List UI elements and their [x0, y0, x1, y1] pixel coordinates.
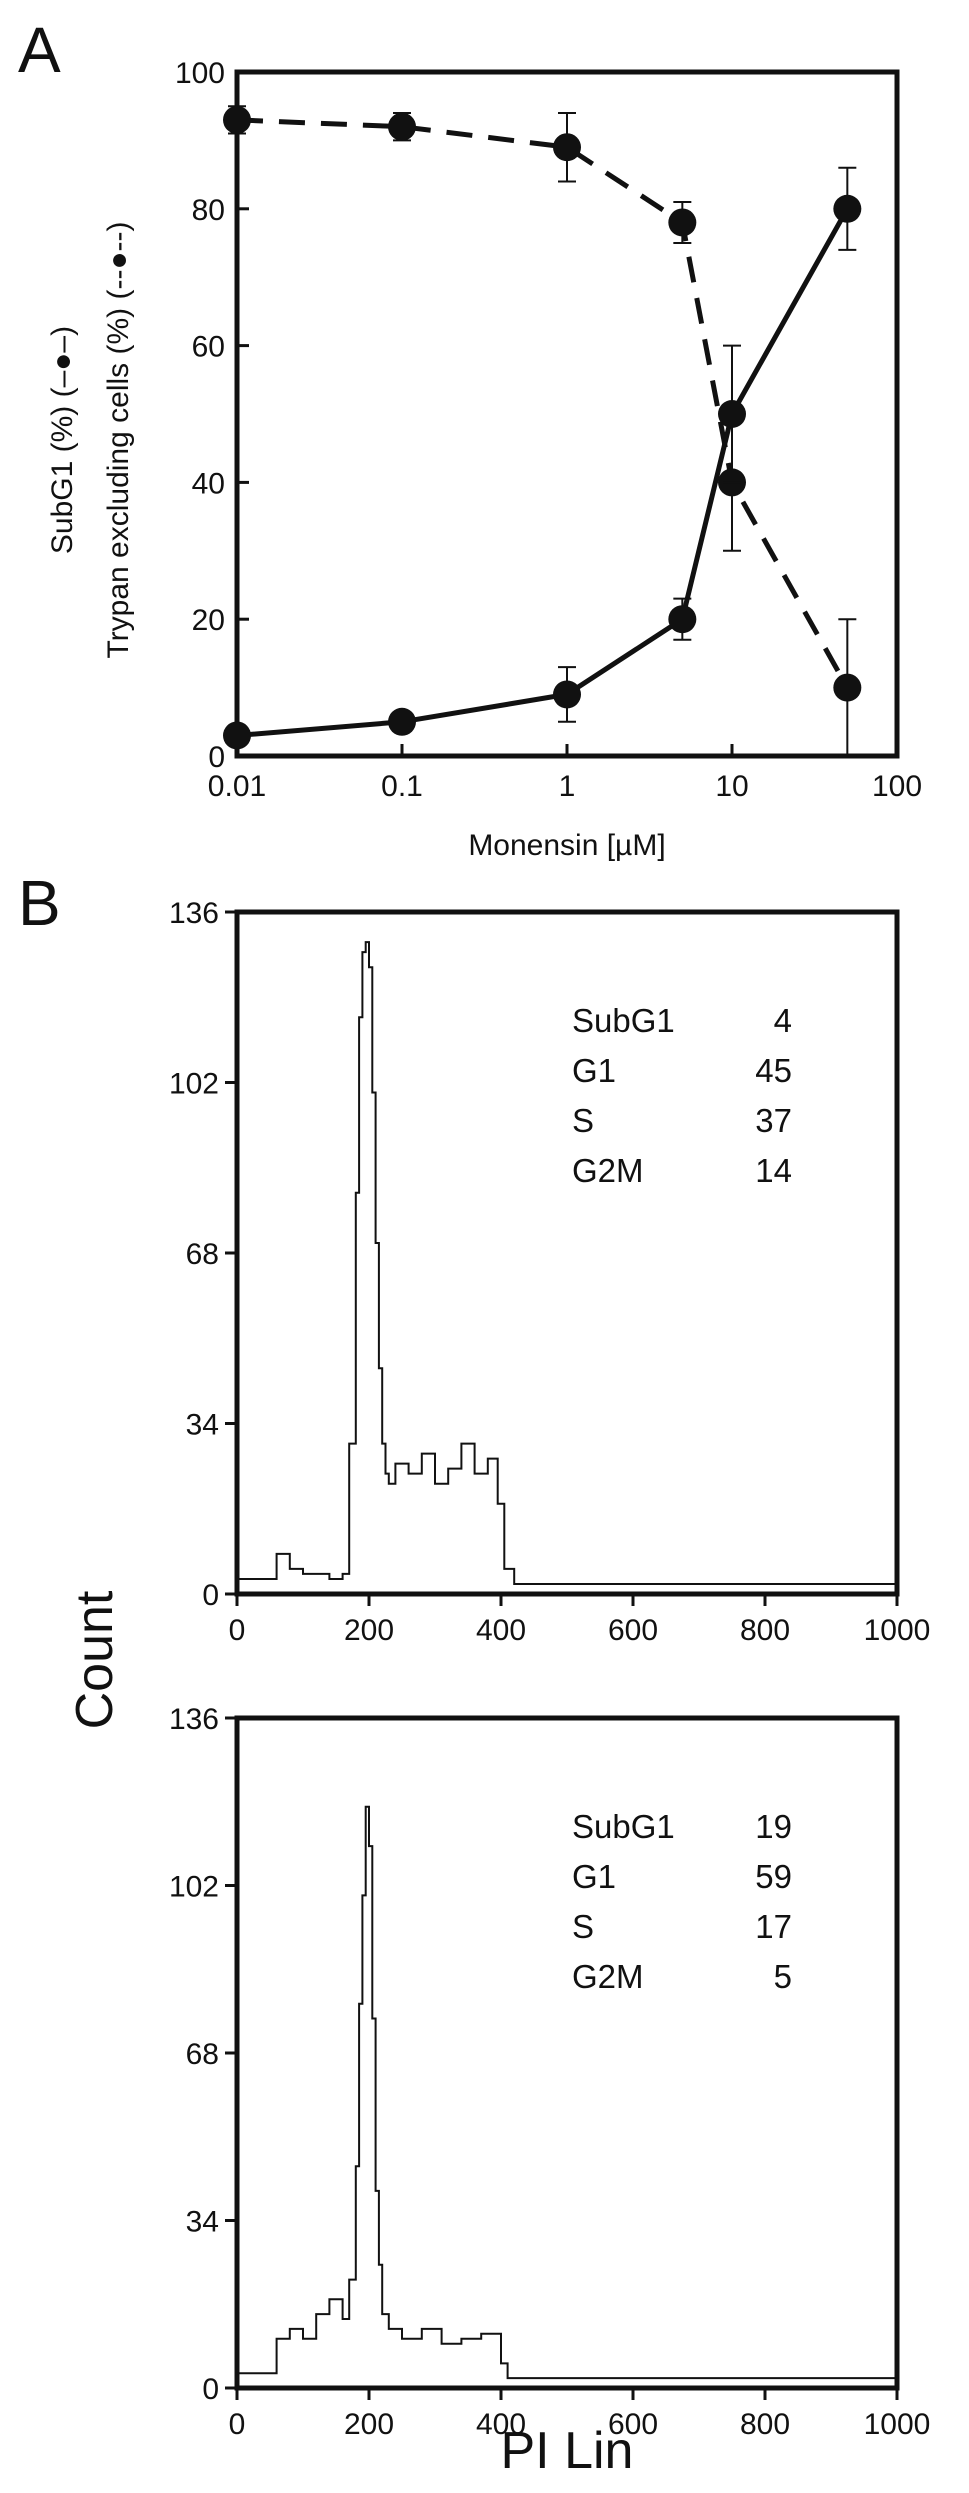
chart-a-xtick-label: 100 — [872, 770, 922, 803]
chart-b1-ytick-label: 68 — [186, 1238, 219, 1271]
chart-b2-stat-label: G1 — [572, 1858, 616, 1895]
chart-a-ytick-label: 0 — [208, 741, 225, 774]
chart-b2-stat-value: 17 — [755, 1908, 792, 1945]
chart-a-data-point — [223, 105, 251, 134]
chart-a-xtick-label: 0.01 — [208, 770, 266, 803]
chart-a-series-line — [236, 207, 850, 738]
chart-a-data-point — [223, 721, 251, 750]
chart-b2-ytick-label: 34 — [186, 2206, 219, 2239]
chart-b2-frame — [234, 1715, 900, 2391]
chart-b1-xtick-label: 1000 — [864, 1614, 931, 1647]
chart-b2-xtick-label: 0 — [229, 2408, 246, 2441]
chart-b1: 0 200 400 600 800 1000 0 34 68 102 136 SubG1 4 G1 45 S 3… — [169, 897, 930, 1647]
pi-lin-axis-label: PI Lin — [501, 2422, 634, 2480]
chart-b1-histogram-trace — [237, 941, 897, 1585]
chart-b2-ytick-label: 68 — [186, 2038, 219, 2071]
chart-b1-xtick-label: 600 — [608, 1614, 658, 1647]
chart-b1-stat-value: 45 — [755, 1052, 792, 1089]
chart-b2-xtick-label: 1000 — [864, 2408, 931, 2441]
chart-a-ytick-label: 100 — [175, 57, 225, 90]
chart-a-xtick-label: 1 — [559, 770, 576, 803]
chart-b1-ytick-label: 102 — [169, 1068, 219, 1101]
chart-a-data-point — [668, 605, 697, 634]
chart-b2-ytick-label: 136 — [169, 1703, 219, 1736]
chart-a-ytick-label: 60 — [192, 331, 225, 364]
chart-a-ytick-label: 40 — [192, 467, 225, 500]
chart-b1-stat-value: 4 — [774, 1002, 792, 1039]
chart-b1-ytick-label: 34 — [186, 1409, 219, 1442]
chart-b2-stat-label: S — [572, 1908, 594, 1945]
chart-b1-stat-value: 37 — [755, 1102, 792, 1139]
chart-a: Trypan excluding cells (%) (--●--) SubG1… — [46, 57, 922, 862]
chart-b1-xtick-label: 200 — [344, 1614, 394, 1647]
chart-b1-stat-value: 14 — [755, 1152, 792, 1189]
chart-a-data-point — [553, 680, 581, 709]
chart-b1-stat-label: S — [572, 1102, 594, 1139]
chart-a-ylabel-bottom: SubG1 (%) (–●–) — [46, 326, 79, 554]
count-axis-label: Count — [66, 1590, 124, 1729]
chart-b1-xtick-label: 800 — [740, 1614, 790, 1647]
chart-b1-xtick-label: 0 — [229, 1614, 246, 1647]
chart-b1-ytick-label: 136 — [169, 897, 219, 930]
chart-b2-stat-value: 59 — [755, 1858, 792, 1895]
chart-a-xlabel: Monensin [µM] — [468, 829, 665, 862]
panel-label-a: A — [18, 14, 61, 86]
chart-b2-stat-label: G2M — [572, 1958, 644, 1995]
chart-b2-ytick-label: 102 — [169, 1871, 219, 1904]
chart-b1-frame — [234, 909, 900, 1597]
chart-a-data-point — [833, 194, 862, 223]
chart-b2-xtick-label: 600 — [608, 2408, 658, 2441]
chart-b1-ytick-label: 0 — [202, 1579, 219, 1612]
chart-a-data-point — [388, 707, 416, 736]
chart-a-data-point — [668, 208, 697, 237]
chart-b1-stat-label: G2M — [572, 1152, 644, 1189]
chart-a-ytick-label: 80 — [192, 194, 225, 227]
chart-b1-stat-label: SubG1 — [572, 1002, 675, 1039]
chart-a-xtick-label: 10 — [715, 770, 748, 803]
chart-a-ytick-label: 20 — [192, 604, 225, 637]
chart-b2-stat-value: 5 — [774, 1958, 792, 1995]
chart-a-xtick-label: 0.1 — [381, 770, 423, 803]
chart-b2-ytick-label: 0 — [202, 2373, 219, 2406]
chart-b2-stat-value: 19 — [755, 1808, 792, 1845]
chart-a-ylabel-top: Trypan excluding cells (%) (--●--) — [102, 221, 135, 658]
panel-label-b: B — [18, 867, 61, 939]
chart-a-data-point — [553, 133, 581, 162]
chart-b1-xtick-label: 400 — [476, 1614, 526, 1647]
chart-b2-xtick-label: 400 — [476, 2408, 526, 2441]
chart-b2-xtick-label: 800 — [740, 2408, 790, 2441]
chart-b2-histogram-trace — [237, 1805, 897, 2380]
chart-b2-stat-label: SubG1 — [572, 1808, 675, 1845]
chart-b1-stat-label: G1 — [572, 1052, 616, 1089]
chart-a-series-line — [236, 117, 850, 689]
chart-b2-xtick-label: 200 — [344, 2408, 394, 2441]
chart-b2: 0 200 400 600 800 1000 0 34 68 102 136 SubG1 19 G1 59 S… — [169, 1703, 930, 2441]
chart-a-data-point — [388, 112, 416, 141]
chart-a-data-point — [833, 673, 862, 702]
chart-a-data-point — [718, 400, 746, 428]
